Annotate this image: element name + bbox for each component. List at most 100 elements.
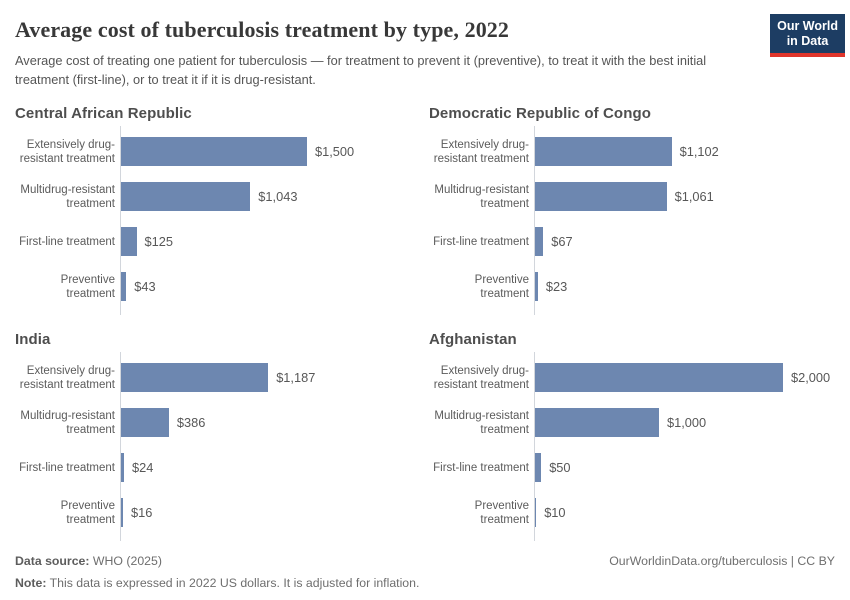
category-label: Preventive treatment: [474, 273, 529, 300]
bar-row: First-line treatment $50: [429, 445, 835, 490]
bar[interactable]: [121, 272, 127, 302]
bar-value-label: $386: [176, 415, 206, 431]
bar[interactable]: [121, 498, 123, 528]
facet-body: Extensively drug-resistant treatment $1,5…: [15, 126, 421, 316]
bar[interactable]: [121, 182, 251, 212]
bar-zone: $2,000: [534, 363, 835, 393]
owid-logo[interactable]: Our World in Data: [770, 14, 845, 57]
facet-body: Extensively drug-resistant treatment $1,1…: [429, 126, 835, 316]
bar-row: Multidrug-resistant treatment $1,061: [429, 174, 835, 219]
axis-line: [534, 352, 535, 542]
bar-zone: $67: [534, 227, 835, 257]
category-label: Preventive treatment: [60, 499, 115, 526]
facet-title: Afghanistan: [429, 331, 517, 349]
bar-value-label: $10: [544, 505, 566, 521]
category-label: Extensively drug-resistant treatment: [19, 138, 115, 165]
facet-0: Central African Republic Extensively drug…: [15, 105, 421, 316]
note-value: This data is expressed in 2022 US dollar…: [46, 576, 420, 591]
facet-title: Central African Republic: [15, 105, 192, 123]
footer: Data source: WHO (2025) Note: This data …: [15, 553, 835, 592]
bar-row: First-line treatment $67: [429, 219, 835, 264]
bar-row: Multidrug-resistant treatment $1,043: [15, 174, 421, 219]
bar-row: Preventive treatment $16: [15, 490, 421, 535]
chart-title: Average cost of tuberculosis treatment b…: [15, 17, 510, 42]
bar-value-label: $1,000: [667, 415, 707, 431]
bar-value-label: $24: [132, 460, 154, 476]
bar-value-label: $50: [549, 460, 571, 476]
bar[interactable]: [121, 227, 137, 257]
footer-left: Data source: WHO (2025) Note: This data …: [15, 553, 419, 592]
data-source-value: WHO (2025): [89, 554, 162, 569]
bar-value-label: $67: [551, 234, 573, 250]
bar-value-label: $16: [131, 505, 153, 521]
facet-title: Democratic Republic of Congo: [429, 105, 651, 123]
bar-row: First-line treatment $125: [15, 219, 421, 264]
bar-row: Extensively drug-resistant treatment $1,5…: [15, 129, 421, 174]
facet-body: Extensively drug-resistant treatment $2,0…: [429, 352, 835, 542]
bar[interactable]: [535, 227, 544, 257]
bar-zone: $16: [120, 498, 421, 528]
bar-zone: $386: [120, 408, 421, 438]
facet-2: India Extensively drug-resistant treatmen…: [15, 331, 421, 542]
bar-zone: $1,000: [534, 408, 835, 438]
bar-row: Preventive treatment $10: [429, 490, 835, 535]
note-label: Note:: [15, 576, 47, 591]
facet-title: India: [15, 331, 51, 349]
category-label: Preventive treatment: [474, 499, 529, 526]
note-line: Note: This data is expressed in 2022 US …: [15, 575, 419, 592]
bar-zone: $50: [534, 453, 835, 483]
bar[interactable]: [121, 363, 269, 393]
bar[interactable]: [535, 272, 538, 302]
data-source-label: Data source:: [15, 554, 90, 569]
bar-value-label: $125: [144, 234, 173, 250]
bar[interactable]: [535, 137, 672, 167]
chart-subtitle: Average cost of treating one patient for…: [15, 53, 707, 87]
category-label: First-line treatment: [19, 461, 115, 474]
bar-zone: $1,043: [120, 182, 421, 212]
facet-body: Extensively drug-resistant treatment $1,1…: [15, 352, 421, 542]
bar-value-label: $23: [545, 279, 568, 295]
facet-3: Afghanistan Extensively drug-resistant tr…: [429, 331, 835, 542]
bar-value-label: $1,500: [315, 144, 355, 160]
bar-value-label: $1,187: [276, 370, 316, 386]
credit-link[interactable]: OurWorldinData.org/tuberculosis | CC BY: [609, 554, 835, 569]
bar-zone: $125: [120, 227, 421, 257]
bar-zone: $1,102: [534, 137, 835, 167]
bar[interactable]: [535, 408, 659, 438]
bar-row: Extensively drug-resistant treatment $2,0…: [429, 355, 835, 400]
bar-row: Extensively drug-resistant treatment $1,1…: [429, 129, 835, 174]
bar-row: First-line treatment $24: [15, 445, 421, 490]
bar-row: Preventive treatment $23: [429, 264, 835, 309]
bar-zone: $10: [534, 498, 835, 528]
bar-zone: $23: [534, 272, 835, 302]
axis-line: [120, 126, 121, 316]
axis-line: [534, 126, 535, 316]
category-label: Multidrug-resistant treatment: [20, 183, 115, 210]
bar-zone: $1,061: [534, 182, 835, 212]
category-label: First-line treatment: [433, 235, 529, 248]
bar-zone: $1,187: [120, 363, 421, 393]
bar-row: Preventive treatment $43: [15, 264, 421, 309]
bar[interactable]: [121, 408, 169, 438]
owid-logo-line1: Our World: [777, 19, 838, 33]
bar-zone: $24: [120, 453, 421, 483]
bar[interactable]: [535, 453, 542, 483]
bar[interactable]: [121, 453, 124, 483]
category-label: Extensively drug-resistant treatment: [19, 364, 115, 391]
axis-line: [120, 352, 121, 542]
category-label: Multidrug-resistant treatment: [434, 409, 529, 436]
bar-value-label: $2,000: [791, 370, 831, 386]
category-label: First-line treatment: [19, 235, 115, 248]
bar[interactable]: [121, 137, 307, 167]
category-label: Multidrug-resistant treatment: [434, 183, 529, 210]
bar[interactable]: [535, 498, 537, 528]
category-label: First-line treatment: [433, 461, 529, 474]
bar-row: Multidrug-resistant treatment $386: [15, 400, 421, 445]
bar-zone: $43: [120, 272, 421, 302]
bar[interactable]: [535, 182, 667, 212]
bar-row: Extensively drug-resistant treatment $1,1…: [15, 355, 421, 400]
bar[interactable]: [535, 363, 783, 393]
owid-logo-line2: in Data: [786, 34, 829, 48]
category-label: Preventive treatment: [60, 273, 115, 300]
